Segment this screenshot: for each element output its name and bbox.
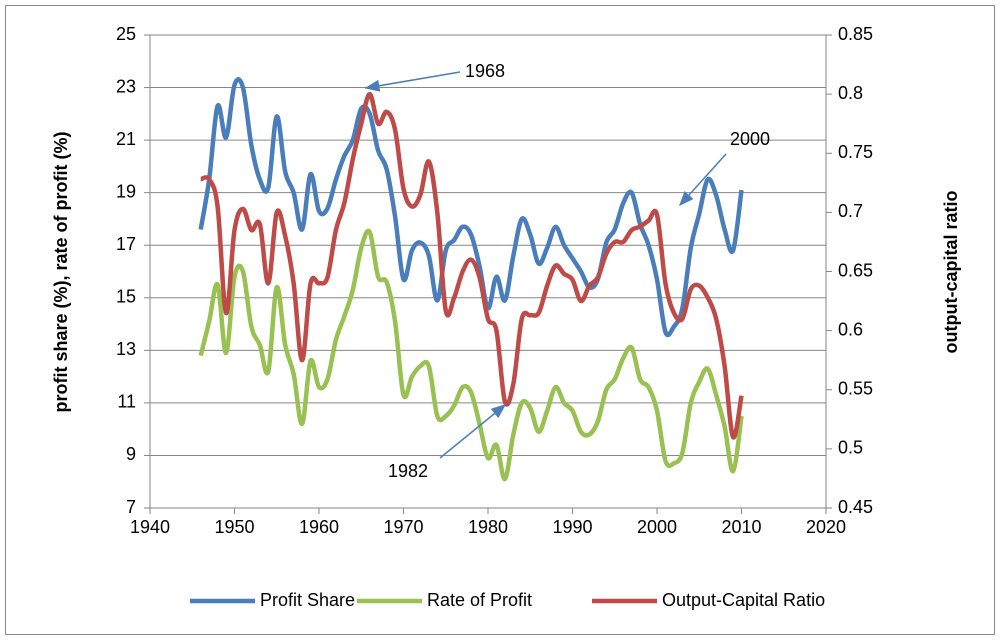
y2-axis-title: output-capital ratio [941,191,961,354]
annotation-arrow [364,71,461,92]
annotation-arrow [678,153,727,207]
y2-tick-label: 0.85 [838,24,873,44]
y2-tick-label: 0.8 [838,83,863,103]
x-tick-label: 1990 [552,517,592,537]
series-line [198,228,744,482]
y-tick-label: 9 [126,444,136,464]
series-line [198,77,744,338]
annotation: 2000 [730,129,770,149]
y-tick-label: 7 [126,497,136,517]
x-tick-label: 2010 [721,517,761,537]
y2-tick-label: 0.65 [838,260,873,280]
y-tick-label: 15 [116,287,136,307]
y2-tick-label: 0.5 [838,438,863,458]
y-tick-label: 17 [116,234,136,254]
legend-label: Output-Capital Ratio [662,590,825,610]
y2-tick-label: 0.75 [838,142,873,162]
x-tick-label: 1970 [383,517,423,537]
y2-tick-label: 0.55 [838,379,873,399]
x-tick-label: 1980 [468,517,508,537]
y2-tick-label: 0.45 [838,497,873,517]
y-axis-title: profit share (%), rate of profit (%) [51,131,71,412]
y-tick-label: 11 [117,392,136,412]
y-tick-label: 25 [116,24,136,44]
x-tick-label: 1950 [214,517,254,537]
series-line [200,91,744,440]
y-tick-label: 21 [116,129,136,149]
y-tick-label: 13 [116,339,136,359]
x-tick-label: 1960 [299,517,339,537]
x-tick-label: 1940 [130,517,170,537]
y2-tick-label: 0.6 [838,319,863,339]
annotation: 1982 [388,461,428,481]
y-tick-label: 19 [116,181,136,201]
annotation: 1968 [465,61,505,81]
chart-border [5,5,995,635]
legend-label: Rate of Profit [427,590,532,610]
y2-tick-label: 0.7 [838,201,863,221]
x-tick-label: 2000 [637,517,677,537]
y-tick-label: 23 [116,76,136,96]
x-tick-label: 2020 [806,517,846,537]
legend-label: Profit Share [260,590,355,610]
annotation-arrow [439,404,507,459]
